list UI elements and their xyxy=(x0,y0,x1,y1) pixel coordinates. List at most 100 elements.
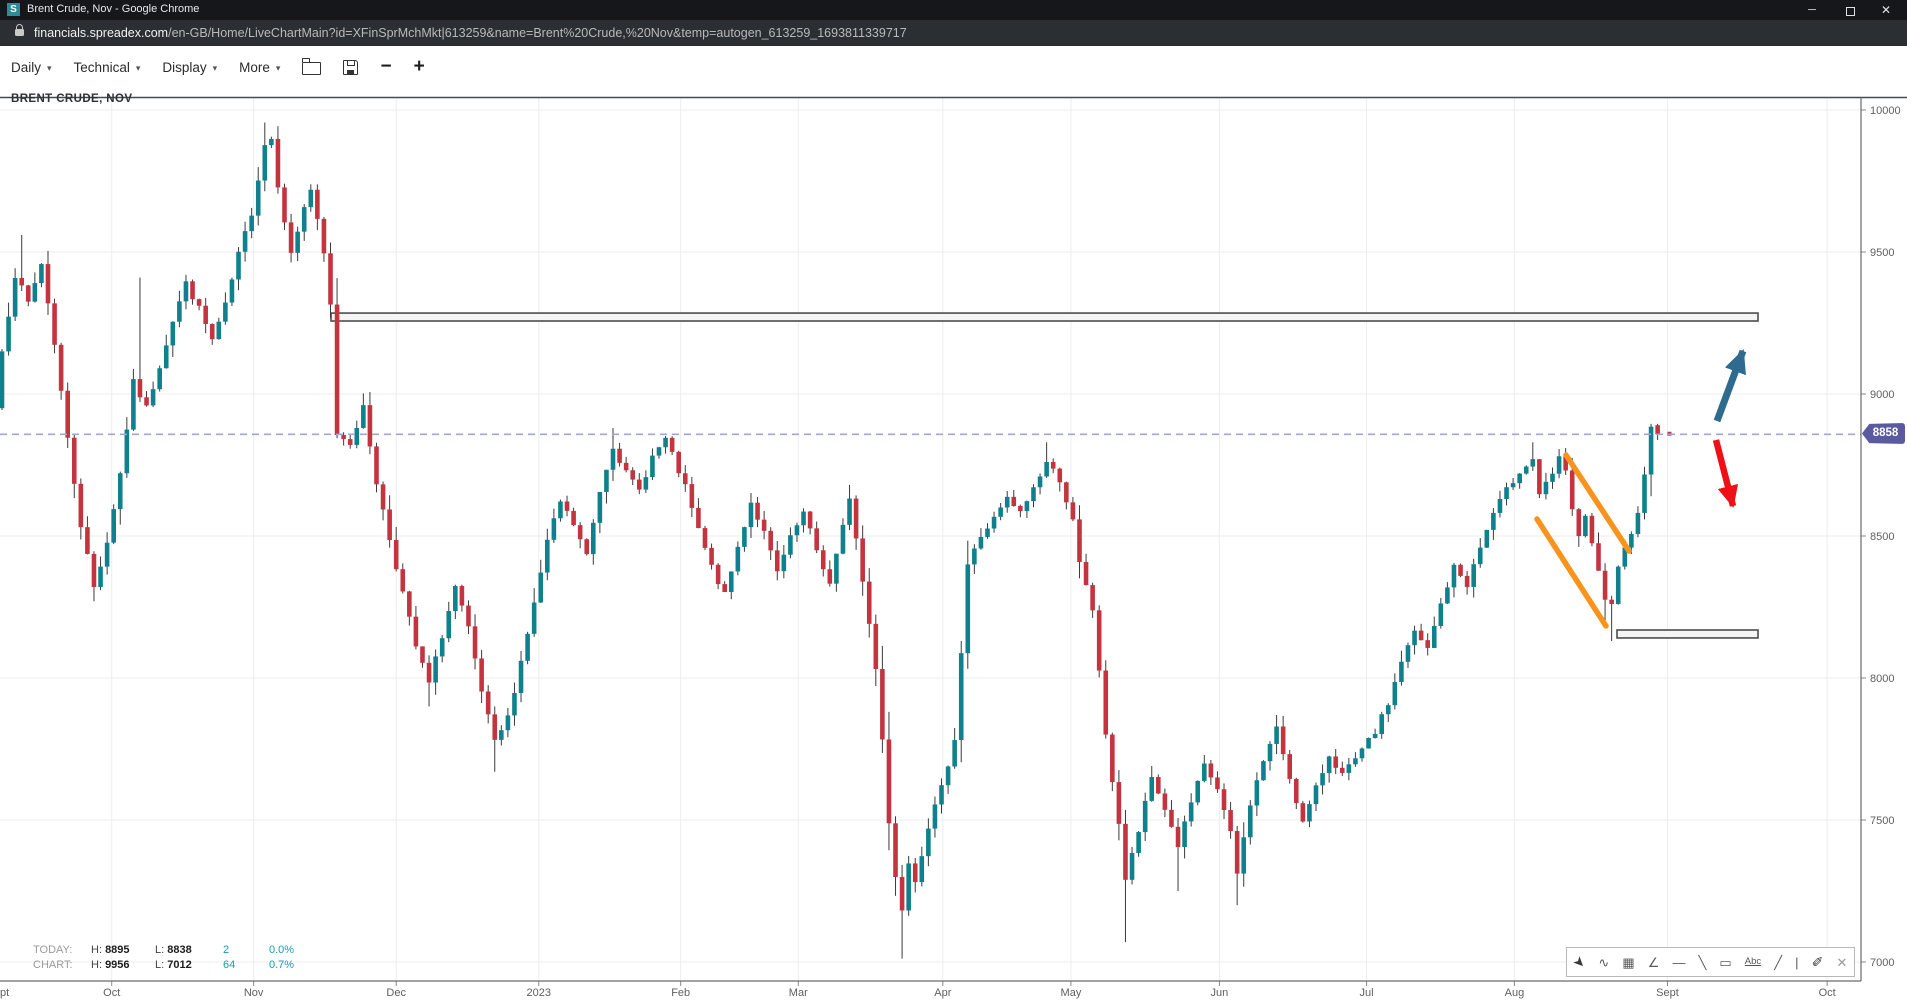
candle-up xyxy=(1477,547,1483,565)
candle-down xyxy=(1234,831,1240,874)
x-axis-label: Jun xyxy=(1211,987,1229,999)
candle-up xyxy=(1372,733,1378,739)
chevron-down-icon: ▾ xyxy=(275,62,281,73)
window-title: Brent Crude, Nov - Google Chrome xyxy=(27,3,200,15)
candle-down xyxy=(571,510,576,526)
x-axis-label: 2023 xyxy=(527,987,551,999)
candle-up xyxy=(1313,785,1319,805)
site-favicon-icon: S xyxy=(7,3,20,16)
candle-down xyxy=(709,547,714,565)
candle-up xyxy=(39,264,44,284)
candle-down xyxy=(341,435,346,440)
candle-up xyxy=(1248,805,1253,838)
candle-up xyxy=(604,469,609,492)
candle-up xyxy=(236,251,241,280)
menu-technical[interactable]: Technical ▾ xyxy=(73,59,141,75)
candle-up xyxy=(945,766,951,786)
candle-up xyxy=(663,437,668,448)
candle-down xyxy=(1300,803,1306,822)
candle-down xyxy=(807,511,813,529)
zoom-out-icon[interactable]: − xyxy=(380,56,392,77)
close-button[interactable]: ✕ xyxy=(1880,3,1892,17)
close-tools-icon[interactable]: ✕ xyxy=(1836,954,1848,970)
menu-daily[interactable]: Daily ▾ xyxy=(11,59,52,75)
candle-down xyxy=(755,502,760,520)
pointer-arrow-icon[interactable]: ➤ xyxy=(1569,952,1590,972)
vertical-line-tool-icon[interactable]: | xyxy=(1795,954,1799,970)
minimize-button[interactable]: ─ xyxy=(1808,4,1816,16)
x-axis-label: pt xyxy=(0,987,9,999)
candle-down xyxy=(1070,502,1076,520)
candle-up xyxy=(1399,661,1404,682)
candlestick-chart[interactable]: 10000 9500 9000 8500 8000 7500 7000 pt Oct Nov Dec… xyxy=(0,88,1907,1008)
candle-down xyxy=(1339,767,1345,773)
candle-down xyxy=(1563,456,1568,471)
candle-down xyxy=(71,437,77,484)
horizontal-line-tool-icon[interactable]: — xyxy=(1672,954,1686,970)
candle-down xyxy=(676,451,682,474)
candle-down xyxy=(347,439,353,445)
save-icon[interactable] xyxy=(343,59,359,75)
restore-button[interactable] xyxy=(1835,0,1865,20)
candle-down xyxy=(321,218,327,254)
candle-up xyxy=(926,828,931,857)
candle-up xyxy=(538,572,544,603)
candle-down xyxy=(288,222,294,253)
candle-up xyxy=(591,522,596,555)
candle-up xyxy=(551,518,557,540)
fan-tool-icon[interactable]: ∠ xyxy=(1647,954,1660,970)
candle-up xyxy=(1431,625,1437,648)
grid-tool-icon[interactable]: ▦ xyxy=(1622,954,1635,970)
candle-up xyxy=(610,448,616,470)
menu-display[interactable]: Display ▾ xyxy=(162,59,218,75)
diagonal-line-tool-icon[interactable]: ╱ xyxy=(1774,954,1783,970)
restore-icon xyxy=(1846,4,1858,16)
candle-down xyxy=(1418,630,1424,641)
candle-up xyxy=(170,321,176,346)
candle-down xyxy=(137,379,143,398)
candle-down xyxy=(1280,726,1286,755)
candle-down xyxy=(1576,509,1582,537)
candle-down xyxy=(873,623,879,670)
menu-more[interactable]: More ▾ xyxy=(239,59,281,75)
candle-up xyxy=(1385,705,1391,715)
candle-up xyxy=(998,507,1003,517)
candle-down xyxy=(25,285,31,302)
rectangle-tool-icon[interactable]: ▭ xyxy=(1719,954,1732,970)
candle-up xyxy=(150,389,156,406)
candle-down xyxy=(617,448,622,463)
pencil-tool-icon[interactable]: ✐ xyxy=(1811,954,1824,970)
candle-up xyxy=(1254,780,1260,806)
candle-down xyxy=(420,646,425,663)
candle-up xyxy=(354,427,360,445)
candle-up xyxy=(12,277,18,317)
candle-down xyxy=(893,823,898,877)
candle-down xyxy=(669,437,675,452)
candle-up xyxy=(1392,681,1398,706)
candle-down xyxy=(1221,789,1227,811)
candle-down xyxy=(466,605,471,627)
candle-down xyxy=(190,281,195,300)
text-tool-icon[interactable]: Abc xyxy=(1744,956,1762,968)
candle-down xyxy=(1057,468,1063,483)
url-bar[interactable]: financials.spreadex.com/en-GB/Home/LiveC… xyxy=(0,20,1907,46)
open-folder-icon[interactable] xyxy=(301,58,322,75)
curve-tool-icon[interactable]: ∿ xyxy=(1598,954,1610,970)
candle-down xyxy=(761,519,767,531)
zoom-in-icon[interactable]: + xyxy=(413,56,425,77)
candle-down xyxy=(380,484,386,510)
y-axis-label: 7000 xyxy=(1870,957,1894,969)
candle-down xyxy=(328,253,333,305)
ohlc-stats: TODAY: H: 8895 L: 8838 2 0.0% CHART: H: … xyxy=(33,943,321,973)
candle-down xyxy=(144,397,149,406)
candle-down xyxy=(374,446,379,485)
x-axis-label: Sept xyxy=(1656,987,1679,999)
candle-down xyxy=(1018,505,1023,512)
candle-up xyxy=(545,539,550,573)
candle-down xyxy=(696,507,701,529)
candle-down xyxy=(853,498,859,539)
today-change-pct: 0.0% xyxy=(269,944,295,956)
candle-up xyxy=(1451,564,1457,588)
trendline-tool-icon[interactable]: ╲ xyxy=(1698,954,1707,970)
y-axis-label: 10000 xyxy=(1870,105,1901,117)
